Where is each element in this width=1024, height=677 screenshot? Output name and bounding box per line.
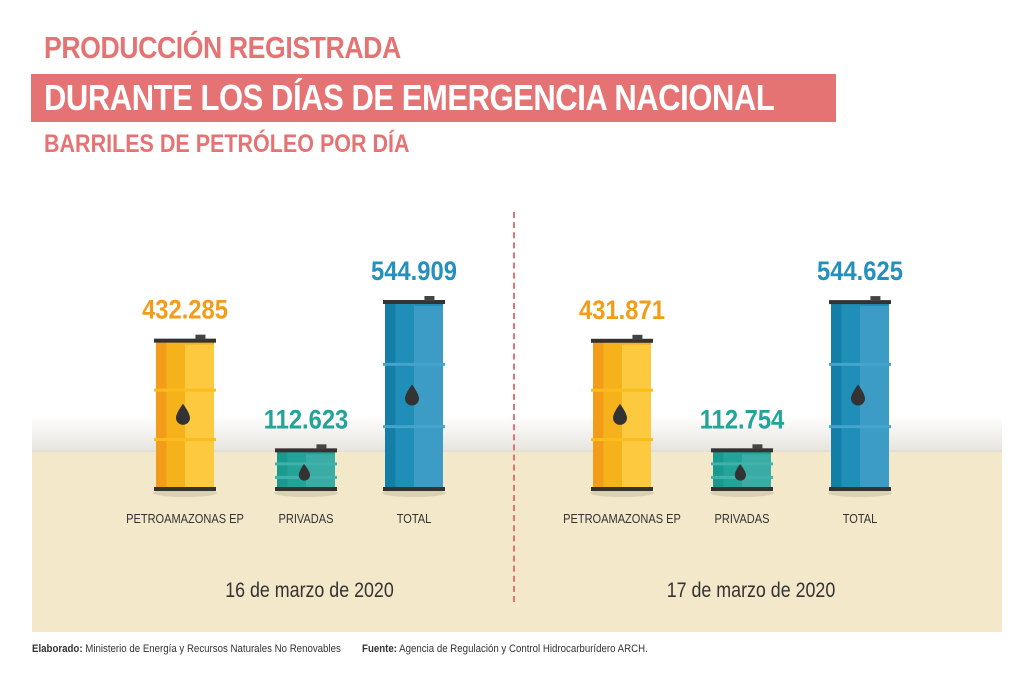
- oil-drop-icon: [851, 384, 865, 406]
- barrel-ring: [591, 388, 653, 392]
- date-group-2: 431.871 PETROAMAZONAS EP 112.754 PRIVADAS 54…: [563, 257, 903, 603]
- barrel-ring: [275, 462, 337, 466]
- barrel-bottom-rim: [591, 487, 653, 491]
- barrel-privadas: 112.754 PRIVADAS: [700, 405, 785, 526]
- barrel-petroamazonas-ep: 432.285 PETROAMAZONAS EP: [126, 295, 244, 526]
- value-label: 431.871: [579, 295, 665, 325]
- value-label: 544.625: [817, 257, 903, 287]
- category-label: PETROAMAZONAS EP: [563, 511, 681, 526]
- barrel-dark-side: [593, 340, 604, 489]
- barrel-dark-side: [156, 340, 167, 489]
- barrel-cap: [870, 296, 881, 302]
- oil-drop-icon: [734, 463, 746, 481]
- oil-drop-icon: [298, 463, 310, 481]
- barrel-cap: [632, 334, 643, 340]
- barrel-petroamazonas-ep: 431.871 PETROAMAZONAS EP: [563, 295, 681, 526]
- barrel-cap: [424, 296, 435, 301]
- title-band: [31, 74, 836, 122]
- footer: Elaborado: Ministerio de Energía y Recur…: [32, 643, 648, 655]
- barrel-cap: [195, 334, 206, 340]
- barrel-cap: [316, 444, 327, 450]
- value-label: 112.623: [264, 405, 349, 435]
- barrel-ring: [154, 438, 216, 442]
- category-label: PRIVADAS: [715, 511, 770, 526]
- barrel-top-rim: [711, 448, 773, 453]
- barrel-ring: [829, 425, 891, 429]
- barrel-top-rim: [154, 338, 216, 343]
- barrel-bottom-rim: [711, 487, 773, 491]
- barrel-bottom-rim: [829, 487, 891, 491]
- barrel-highlight: [742, 454, 771, 489]
- oil-drop-icon: [405, 384, 419, 406]
- elaborado-text: Ministerio de Energía y Recursos Natural…: [85, 643, 341, 655]
- barrel-ring: [591, 438, 653, 442]
- elaborado-label: Elaborado:: [32, 643, 83, 655]
- barrel-total: 544.625 TOTAL: [817, 257, 903, 526]
- barrel-bottom-rim: [275, 487, 337, 491]
- category-label: PETROAMAZONAS EP: [126, 511, 244, 526]
- barrel-ring: [383, 425, 445, 429]
- barrel-total: 544.909 TOTAL: [371, 257, 457, 527]
- barrel-dark-side: [831, 302, 842, 489]
- barrel-bottom-rim: [154, 487, 216, 491]
- barrel-top-rim: [383, 300, 445, 304]
- barrel-highlight: [306, 454, 335, 489]
- barrel-dark-side: [385, 302, 396, 489]
- date-group-1: 432.285 PETROAMAZONAS EP 112.623 PRIVADAS 54…: [126, 257, 457, 603]
- barrel-top-rim: [829, 300, 891, 305]
- date-label: 17 de marzo de 2020: [667, 579, 836, 603]
- title-line-2: DURANTE LOS DÍAS DE EMERGENCIA NACIONAL: [44, 77, 775, 118]
- barrel-cap: [752, 444, 763, 450]
- barrel-ring: [154, 388, 216, 392]
- date-divider: [513, 212, 515, 602]
- value-label: 544.909: [371, 257, 457, 287]
- barrel-dark-side: [277, 450, 288, 489]
- barrel-ring: [829, 362, 891, 366]
- category-label: TOTAL: [397, 511, 432, 526]
- value-label: 112.754: [700, 405, 785, 435]
- category-label: PRIVADAS: [279, 511, 334, 526]
- title-line-1: PRODUCCIÓN REGISTRADA: [44, 30, 401, 65]
- oil-drop-icon: [176, 403, 190, 425]
- date-label: 16 de marzo de 2020: [225, 579, 394, 603]
- barrel-ring: [383, 362, 445, 366]
- barrel-dark-side: [713, 450, 724, 489]
- fuente-label: Fuente:: [362, 643, 398, 655]
- fuente-text: Agencia de Regulación y Control Hidrocar…: [399, 643, 648, 655]
- barrel-top-rim: [275, 448, 337, 453]
- subtitle: BARRILES DE PETRÓLEO POR DÍA: [44, 130, 410, 158]
- value-label: 432.285: [142, 295, 228, 325]
- barrel-bottom-rim: [383, 487, 445, 491]
- oil-drop-icon: [613, 403, 627, 425]
- barrel-privadas: 112.623 PRIVADAS: [264, 405, 349, 526]
- barrel-ring: [711, 462, 773, 466]
- barrel-top-rim: [591, 338, 653, 343]
- category-label: TOTAL: [843, 511, 878, 526]
